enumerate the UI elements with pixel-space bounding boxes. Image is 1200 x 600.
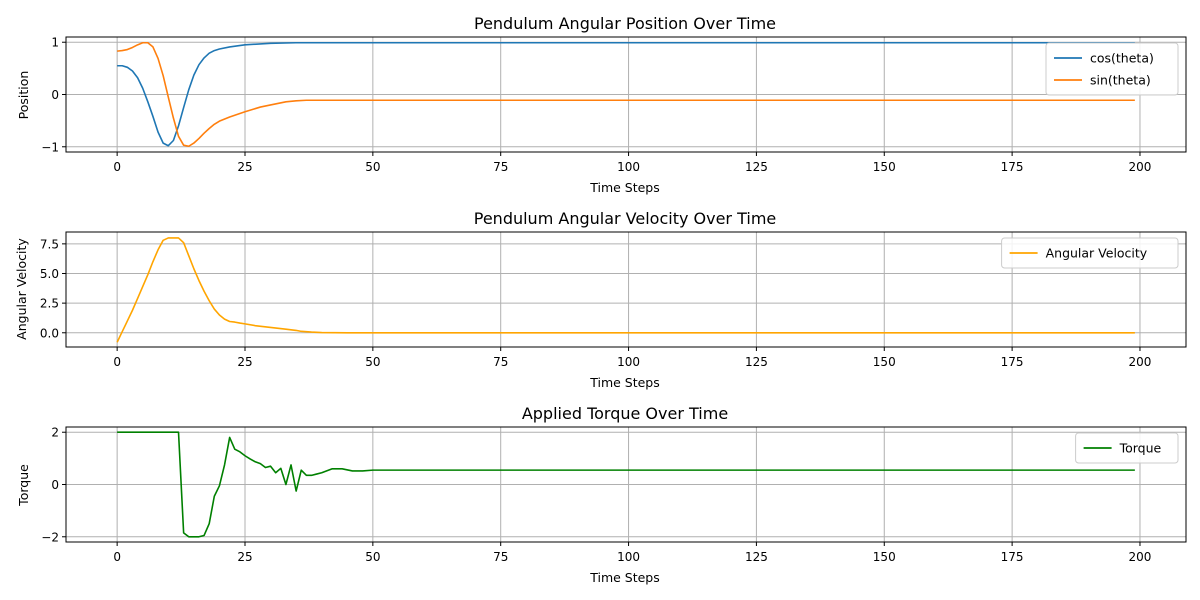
x-tick-label: 25 xyxy=(237,355,252,369)
legend-box xyxy=(1045,42,1179,96)
x-axis-label: Time Steps xyxy=(589,570,660,585)
y-tick-label: 0 xyxy=(51,478,59,492)
series-line-1 xyxy=(117,41,1135,148)
x-tick-label: 50 xyxy=(365,355,380,369)
x-tick-label: 100 xyxy=(617,550,640,564)
chart-title: Applied Torque Over Time xyxy=(522,404,728,423)
x-tick-label: 150 xyxy=(873,550,896,564)
series-line-0 xyxy=(117,41,1135,147)
y-tick-label: −1 xyxy=(41,140,59,154)
chart-title: Pendulum Angular Position Over Time xyxy=(474,14,776,33)
legend-label: sin(theta) xyxy=(1090,73,1151,88)
x-tick-label: 125 xyxy=(745,355,768,369)
x-tick-label: 125 xyxy=(745,550,768,564)
chart-title: Pendulum Angular Velocity Over Time xyxy=(474,209,777,228)
legend: Torque xyxy=(1075,432,1179,464)
x-tick-label: 25 xyxy=(237,550,252,564)
x-tick-label: 175 xyxy=(1001,160,1024,174)
x-tick-label: 175 xyxy=(1001,355,1024,369)
x-tick-label: 25 xyxy=(237,160,252,174)
legend-label: Torque xyxy=(1119,441,1162,456)
x-tick-label: 0 xyxy=(113,355,121,369)
x-tick-label: 100 xyxy=(617,355,640,369)
x-tick-label: 200 xyxy=(1129,550,1152,564)
series-line-0 xyxy=(117,431,1135,538)
x-tick-label: 50 xyxy=(365,550,380,564)
x-tick-label: 150 xyxy=(873,355,896,369)
subplot-position: Pendulum Angular Position Over Time Time… xyxy=(16,14,1187,195)
y-tick-label: 7.5 xyxy=(40,237,59,251)
x-tick-label: 100 xyxy=(617,160,640,174)
x-tick-label: 200 xyxy=(1129,160,1152,174)
x-tick-label: 150 xyxy=(873,160,896,174)
plot-area: 0 25 50 75 100 125 150 175 200 −2 0 2 Torque xyxy=(41,426,1187,564)
x-axis-label: Time Steps xyxy=(589,375,660,390)
legend: cos(theta) sin(theta) xyxy=(1045,42,1179,96)
plot-area: 0 25 50 75 100 125 150 175 200 −1 0 1 cos(theta) sin(… xyxy=(41,36,1187,174)
x-tick-label: 75 xyxy=(493,355,508,369)
x-tick-label: 175 xyxy=(1001,550,1024,564)
y-tick-label: 2.5 xyxy=(40,297,59,311)
legend-label: Angular Velocity xyxy=(1046,246,1148,261)
series-line-0 xyxy=(116,237,1135,343)
legend-box xyxy=(1075,432,1179,464)
y-tick-label: 2 xyxy=(51,426,59,440)
y-tick-label: 1 xyxy=(51,36,59,50)
y-tick-label: −2 xyxy=(41,530,59,544)
subplot-velocity: Pendulum Angular Velocity Over Time Time… xyxy=(14,209,1187,390)
legend-box xyxy=(1001,237,1179,269)
x-tick-label: 75 xyxy=(493,160,508,174)
y-tick-label: 5.0 xyxy=(40,267,59,281)
legend-label: cos(theta) xyxy=(1090,51,1154,66)
legend: Angular Velocity xyxy=(1001,237,1179,269)
plot-area: 0 25 50 75 100 125 150 175 200 0.0 2.5 5.0 7.5 Angula… xyxy=(40,231,1187,369)
subplot-torque: Applied Torque Over Time Time Steps Torq… xyxy=(16,404,1187,585)
x-tick-label: 75 xyxy=(493,550,508,564)
y-axis-label: Angular Velocity xyxy=(14,238,29,340)
x-tick-label: 0 xyxy=(113,550,121,564)
y-tick-label: 0.0 xyxy=(40,326,59,340)
y-axis-label: Position xyxy=(16,71,31,120)
y-axis-label: Torque xyxy=(16,464,31,507)
x-tick-label: 125 xyxy=(745,160,768,174)
x-tick-label: 200 xyxy=(1129,355,1152,369)
x-tick-label: 50 xyxy=(365,160,380,174)
x-axis-label: Time Steps xyxy=(589,180,660,195)
x-tick-label: 0 xyxy=(113,160,121,174)
y-tick-label: 0 xyxy=(51,88,59,102)
axes-frame xyxy=(65,231,1187,348)
